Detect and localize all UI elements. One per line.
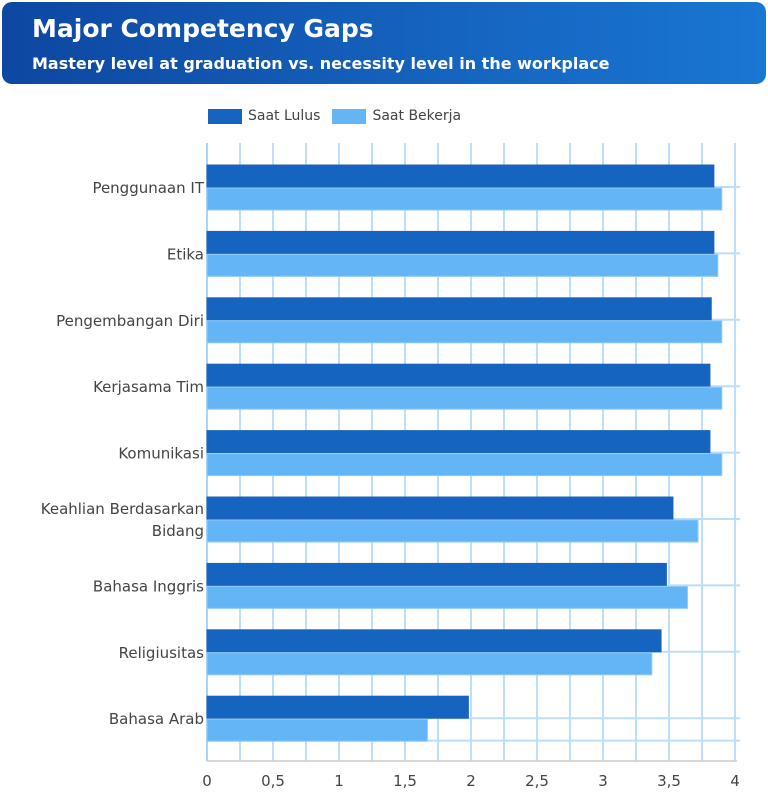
x-tick-label: 0 <box>202 772 212 790</box>
legend-swatch <box>332 108 367 124</box>
bar-saat-lulus <box>206 363 711 387</box>
category-label: Bidang <box>152 522 204 540</box>
legend-item-saat-lulus[interactable]: Saat Lulus <box>208 108 320 124</box>
bar-saat-lulus <box>206 230 715 254</box>
bar-saat-bekerja <box>206 187 723 211</box>
legend-label: Saat Bekerja <box>372 108 462 124</box>
bar-saat-bekerja <box>206 652 653 676</box>
category-label: Pengembangan Diri <box>56 312 204 330</box>
chart-title: Major Competency Gaps <box>32 14 374 43</box>
bar-saat-bekerja <box>206 519 699 543</box>
bar-saat-bekerja <box>206 718 428 742</box>
bar-saat-bekerja <box>206 386 723 410</box>
bar-saat-bekerja <box>206 320 723 344</box>
legend-swatch <box>208 108 242 124</box>
bar-saat-lulus <box>206 164 715 188</box>
chart-subtitle: Mastery level at graduation vs. necessit… <box>32 54 610 73</box>
bar-saat-lulus <box>206 562 667 586</box>
x-tick-label: 1 <box>334 772 344 790</box>
category-label: Bahasa Arab <box>109 710 204 728</box>
x-tick-label: 2,5 <box>525 772 549 790</box>
bar-saat-bekerja <box>206 585 688 609</box>
category-label: Keahlian Berdasarkan <box>41 500 204 518</box>
category-label: Penggunaan IT <box>92 179 204 197</box>
legend-item-saat-bekerja[interactable]: Saat Bekerja <box>332 108 461 124</box>
x-tick-label: 3,5 <box>657 772 681 790</box>
bar-saat-bekerja <box>206 453 723 477</box>
bar-saat-bekerja <box>206 253 719 277</box>
category-label: Etika <box>167 245 204 263</box>
x-tick-label: 0,5 <box>261 772 285 790</box>
legend-label: Saat Lulus <box>248 108 321 124</box>
category-label: Bahasa Inggris <box>93 577 204 595</box>
x-tick-label: 3 <box>598 772 608 790</box>
x-tick-label: 1,5 <box>393 772 417 790</box>
x-tick-label: 2 <box>466 772 476 790</box>
bar-saat-lulus <box>206 430 711 454</box>
bar-saat-lulus <box>206 496 674 520</box>
x-tick-label: 4 <box>730 772 740 790</box>
chart-header: Major Competency Gaps Mastery level at g… <box>2 2 766 84</box>
category-label: Religiusitas <box>119 644 205 662</box>
category-label: Kerjasama Tim <box>93 378 204 396</box>
bar-saat-lulus <box>206 695 469 719</box>
bar-saat-lulus <box>206 629 662 653</box>
legend: Saat Lulus Saat Bekerja <box>208 108 465 124</box>
bar-saat-lulus <box>206 297 712 321</box>
category-label: Komunikasi <box>118 445 204 463</box>
